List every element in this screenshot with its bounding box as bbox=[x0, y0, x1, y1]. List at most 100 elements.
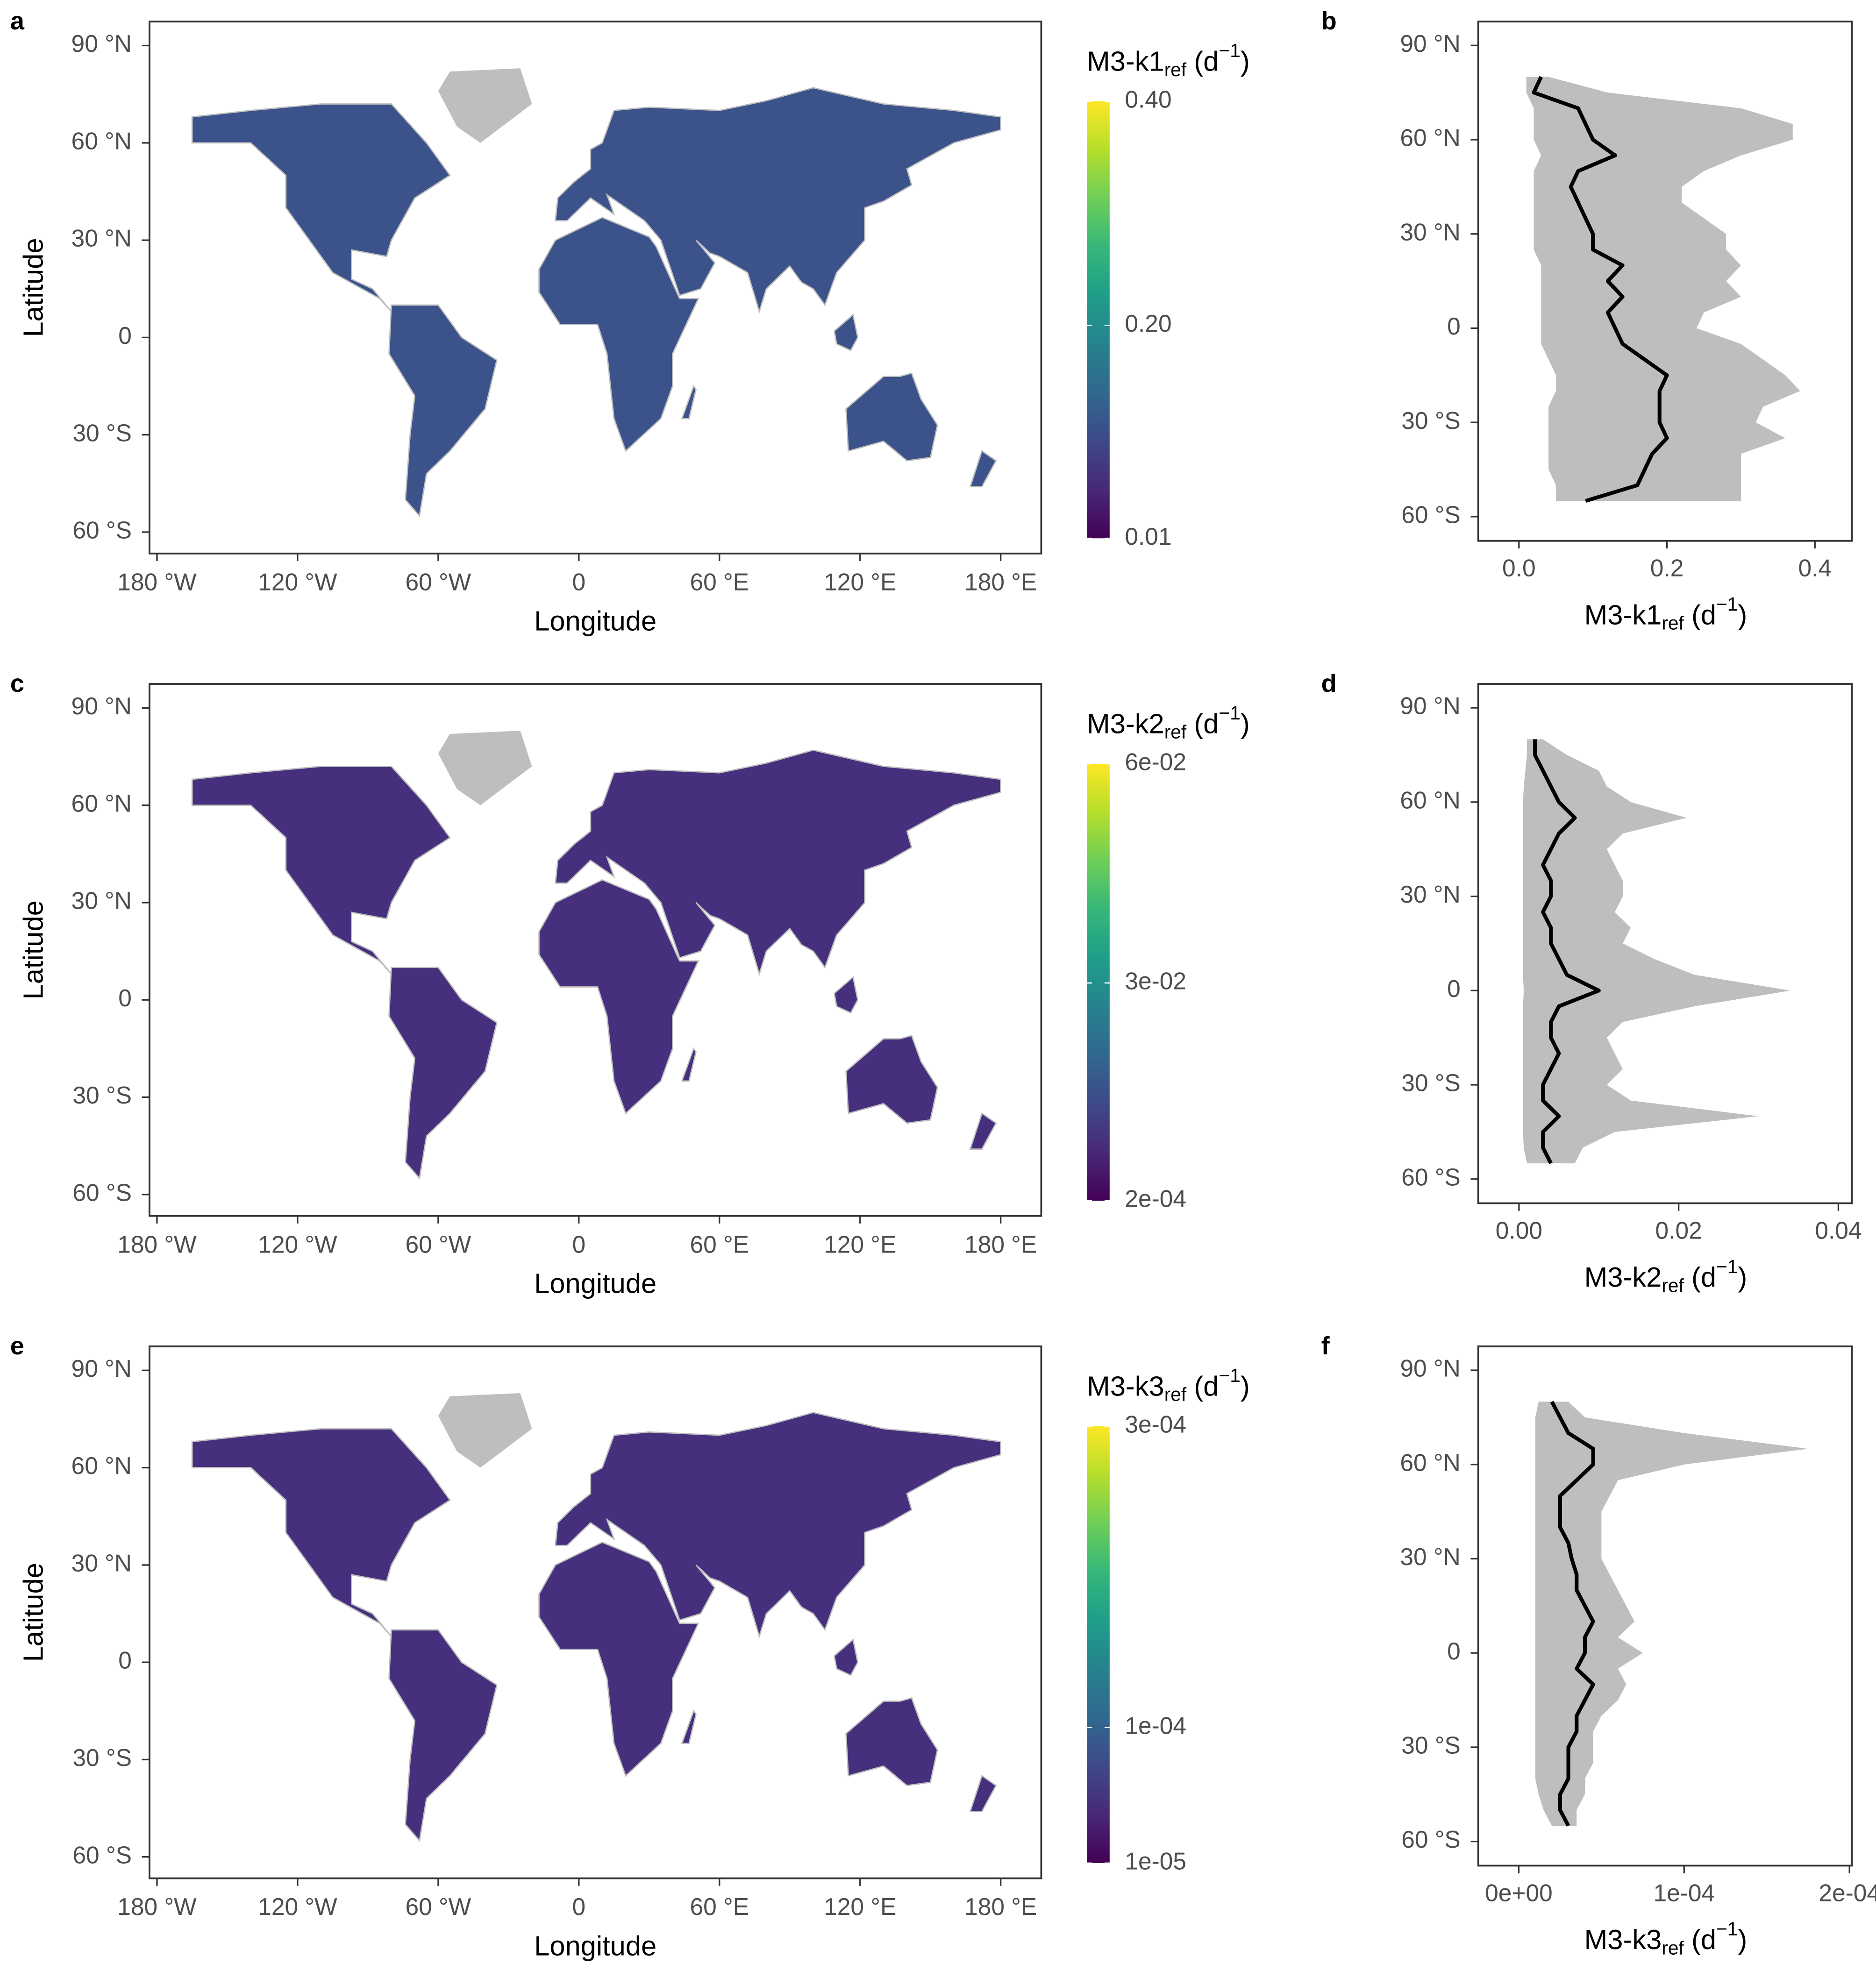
panel-letter: f bbox=[1321, 1332, 1330, 1360]
colorbar-label: 0.01 bbox=[1125, 523, 1171, 550]
x-axis-title: Longitude bbox=[534, 1930, 656, 1961]
y-tick-label: 0 bbox=[1447, 313, 1461, 340]
land-shape bbox=[388, 304, 498, 518]
title-main: M3-k3 bbox=[1087, 1370, 1164, 1402]
title-unit: (d bbox=[1194, 708, 1219, 739]
y-tick-label: 60 °S bbox=[72, 1841, 132, 1868]
title-main: M3-k2 bbox=[1584, 1261, 1662, 1293]
plot-frame bbox=[149, 683, 1042, 1217]
y-tick-label: 60 °S bbox=[1401, 1163, 1461, 1190]
y-tick-label: 30 °S bbox=[1401, 1069, 1461, 1096]
plot-frame bbox=[1477, 683, 1853, 1204]
y-tick-label: 0 bbox=[118, 984, 132, 1011]
y-tick-label: 60 °N bbox=[1400, 124, 1460, 151]
plot-frame bbox=[1477, 1345, 1853, 1867]
ice-shape bbox=[438, 730, 532, 805]
axis-title: M3-k1ref (d−1) bbox=[1087, 40, 1250, 80]
y-tick-label: 60 °N bbox=[71, 127, 132, 154]
y-tick-label: 60 °S bbox=[72, 517, 132, 544]
panel-letter: a bbox=[10, 7, 25, 35]
land bbox=[191, 68, 1002, 518]
title-unit: (d bbox=[1691, 1924, 1716, 1955]
land-shape bbox=[845, 1697, 938, 1787]
y-tick-label: 0 bbox=[118, 322, 132, 349]
title-main: M3-k1 bbox=[1087, 45, 1164, 77]
title-main: M3-k3 bbox=[1584, 1924, 1662, 1955]
axis-title: M3-k2ref (d−1) bbox=[1584, 1256, 1748, 1296]
colorbar-label: 3e-02 bbox=[1125, 968, 1186, 995]
plot-frame bbox=[149, 1345, 1042, 1879]
title-sub: ref bbox=[1662, 1274, 1684, 1296]
x-tick-label: 0 bbox=[572, 568, 585, 595]
land-shape bbox=[834, 976, 859, 1014]
y-tick-label: 60 °N bbox=[71, 1452, 132, 1479]
y-tick-label: 60 °N bbox=[1400, 786, 1460, 813]
y-tick-label: 90 °N bbox=[71, 30, 132, 57]
y-tick-label: 0 bbox=[1447, 975, 1461, 1002]
x-tick-label: 60 °E bbox=[690, 1231, 749, 1258]
land-shape bbox=[538, 879, 699, 1115]
range-band bbox=[1523, 739, 1790, 1164]
x-tick-label: 180 °E bbox=[964, 1893, 1037, 1920]
title-close: ) bbox=[1738, 1261, 1747, 1293]
axis-title: M3-k3ref (d−1) bbox=[1584, 1918, 1748, 1958]
x-tick-label: 0.2 bbox=[1650, 555, 1684, 582]
title-sup: −1 bbox=[1716, 1918, 1738, 1939]
colorbar-label: 0.20 bbox=[1125, 310, 1171, 337]
mean-line bbox=[1550, 1401, 1595, 1827]
colorbar bbox=[1087, 1426, 1110, 1863]
x-tick-label: 180 °W bbox=[117, 568, 197, 595]
axis-title: M3-k1ref (d−1) bbox=[1584, 593, 1748, 634]
axis-title: M3-k3ref (d−1) bbox=[1087, 1365, 1250, 1405]
y-tick-label: 60 °S bbox=[72, 1179, 132, 1206]
y-tick-label: 90 °N bbox=[1400, 30, 1460, 57]
y-tick-label: 30 °N bbox=[71, 225, 132, 252]
land bbox=[191, 730, 1002, 1180]
x-tick-label: 0.04 bbox=[1815, 1217, 1862, 1244]
y-tick-label: 30 °N bbox=[71, 887, 132, 914]
title-sup: −1 bbox=[1716, 593, 1738, 615]
land-shape bbox=[969, 450, 997, 488]
title-sub: ref bbox=[1662, 1937, 1684, 1958]
x-tick-label: 120 °W bbox=[258, 568, 337, 595]
x-tick-label: 180 °E bbox=[964, 568, 1037, 595]
x-tick-label: 120 °E bbox=[824, 1231, 896, 1258]
title-close: ) bbox=[1738, 599, 1747, 630]
land-shape bbox=[681, 1709, 697, 1744]
land-shape bbox=[969, 1112, 997, 1150]
title-sub: ref bbox=[1164, 59, 1187, 80]
title-unit: (d bbox=[1194, 45, 1219, 77]
title-unit: (d bbox=[1691, 599, 1716, 630]
ice-shape bbox=[438, 68, 532, 143]
title-close: ) bbox=[1241, 1370, 1250, 1402]
title-sup: −1 bbox=[1716, 1256, 1738, 1277]
y-tick-label: 30 °N bbox=[1400, 1543, 1460, 1570]
y-axis-title: Latitude bbox=[18, 238, 49, 337]
land bbox=[191, 1393, 1002, 1843]
title-sub: ref bbox=[1164, 1383, 1187, 1405]
mean-line bbox=[1532, 76, 1669, 503]
title-sub: ref bbox=[1164, 721, 1187, 742]
colorbar-label: 6e-02 bbox=[1125, 748, 1186, 775]
x-tick-label: 60 °W bbox=[405, 1893, 471, 1920]
y-tick-label: 90 °N bbox=[71, 1355, 132, 1382]
title-close: ) bbox=[1241, 45, 1250, 77]
y-axis-title: Latitude bbox=[18, 1563, 49, 1662]
colorbar bbox=[1087, 101, 1110, 539]
x-tick-label: 120 °E bbox=[824, 568, 896, 595]
x-tick-label: 0.00 bbox=[1496, 1217, 1542, 1244]
land-shape bbox=[681, 384, 697, 420]
colorbar bbox=[1087, 763, 1110, 1201]
panel-letter: b bbox=[1321, 7, 1337, 35]
land-shape bbox=[555, 87, 1002, 314]
land-shape bbox=[834, 313, 859, 351]
y-tick-label: 90 °N bbox=[1400, 692, 1460, 719]
title-close: ) bbox=[1738, 1924, 1747, 1955]
land-shape bbox=[969, 1774, 997, 1812]
y-tick-label: 30 °S bbox=[72, 1744, 132, 1771]
x-tick-label: 60 °W bbox=[405, 1231, 471, 1258]
x-tick-label: 0.0 bbox=[1502, 555, 1536, 582]
panel-letter: d bbox=[1321, 669, 1337, 698]
